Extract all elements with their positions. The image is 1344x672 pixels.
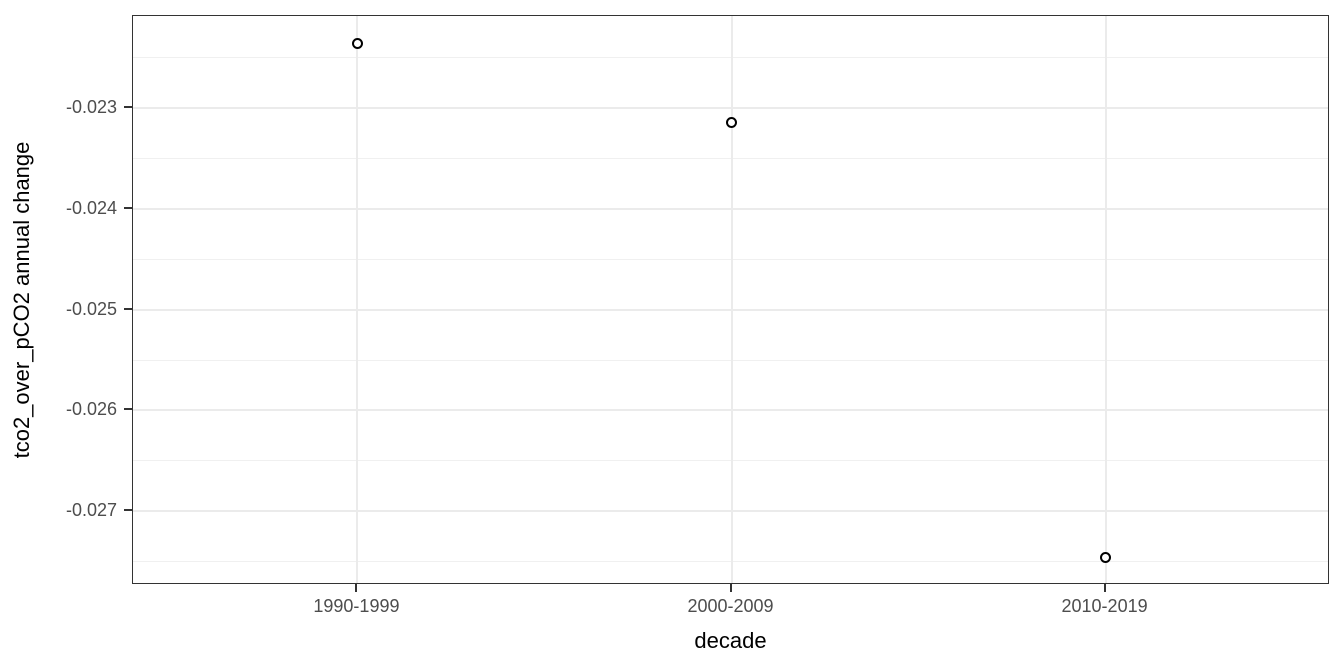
- y-axis-tick-label: -0.025: [65, 298, 117, 319]
- x-axis-tick-label: 2010-2019: [1061, 596, 1148, 616]
- x-axis-title: decade: [694, 628, 767, 653]
- y-axis-tick: [124, 206, 132, 209]
- data-point: [351, 37, 363, 49]
- x-axis-tick: [1103, 584, 1106, 592]
- x-axis-tick-label: 1990-1999: [313, 596, 400, 616]
- gridline-major-v: [1104, 16, 1107, 583]
- x-axis-tick: [729, 584, 732, 592]
- data-point: [1100, 552, 1112, 564]
- y-axis-tick-label: -0.027: [65, 500, 117, 521]
- data-point: [726, 117, 737, 129]
- y-axis-tick-label: -0.026: [65, 399, 117, 420]
- y-axis-tick-label: -0.023: [65, 96, 117, 117]
- x-axis-tick: [355, 584, 358, 592]
- gridline-major-v: [730, 16, 733, 583]
- plot-panel: [132, 15, 1329, 584]
- y-axis-tick: [124, 105, 132, 108]
- y-axis-tick: [124, 307, 132, 310]
- y-axis-tick: [124, 509, 132, 512]
- y-axis-tick-label: -0.024: [65, 197, 117, 218]
- x-axis-tick-label: 2000-2009: [687, 596, 774, 616]
- gridline-major-v: [356, 16, 359, 583]
- y-axis-tick: [124, 408, 132, 411]
